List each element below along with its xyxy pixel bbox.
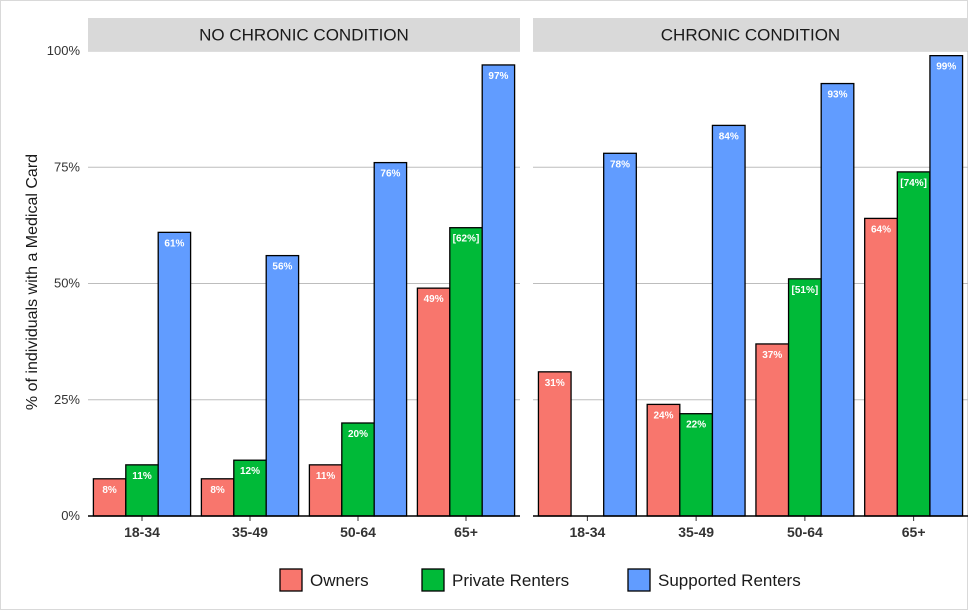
bar-value-label: 99% bbox=[936, 62, 956, 73]
bar-value-label: 20% bbox=[348, 429, 368, 440]
x-tick-label: 50-64 bbox=[340, 524, 376, 540]
bar-owners bbox=[646, 403, 681, 517]
legend-swatch bbox=[627, 568, 651, 592]
bar-value-label: 31% bbox=[545, 378, 565, 389]
bar-private-renters bbox=[679, 413, 714, 517]
bar-value-label: 11% bbox=[132, 471, 152, 482]
x-tick-label: 35-49 bbox=[678, 524, 714, 540]
y-tick-label: 0% bbox=[61, 508, 80, 523]
facet-title: CHRONIC CONDITION bbox=[661, 26, 840, 45]
bar-value-label: 8% bbox=[102, 485, 117, 496]
legend-label: Private Renters bbox=[452, 571, 569, 590]
bar-private-renters bbox=[449, 227, 483, 517]
bar-value-label: 97% bbox=[488, 71, 508, 82]
legend-swatch bbox=[421, 568, 445, 592]
bar-value-label: 64% bbox=[871, 224, 891, 235]
x-tick-label: 65+ bbox=[902, 524, 926, 540]
bar-value-label: 8% bbox=[210, 485, 225, 496]
bar-value-label: 76% bbox=[380, 169, 400, 180]
bar-supported-renters bbox=[481, 64, 516, 517]
bar-supported-renters bbox=[603, 152, 637, 517]
bar-value-label: 22% bbox=[686, 420, 706, 431]
x-tick-label: 50-64 bbox=[787, 524, 823, 540]
bar-supported-renters bbox=[265, 254, 300, 517]
bar-value-label: 56% bbox=[272, 262, 292, 273]
bar-supported-renters bbox=[929, 55, 964, 517]
bar-value-label: 49% bbox=[424, 294, 444, 305]
bar-value-label: [62%] bbox=[453, 234, 480, 245]
bar-private-renters bbox=[896, 171, 931, 517]
bar-value-label: [74%] bbox=[900, 178, 927, 189]
bar-private-renters bbox=[341, 422, 375, 517]
legend-label: Owners bbox=[310, 571, 369, 590]
bar-supported-renters bbox=[711, 124, 746, 517]
y-tick-label: 100% bbox=[47, 43, 81, 58]
bar-value-label: 78% bbox=[610, 159, 630, 170]
legend: Owners Private Renters Supported Renters bbox=[279, 568, 801, 592]
x-tick-label: 35-49 bbox=[232, 524, 268, 540]
bar-value-label: 93% bbox=[827, 90, 847, 101]
bar-supported-renters bbox=[157, 231, 192, 517]
facet-strip bbox=[533, 18, 968, 51]
bar-value-label: 84% bbox=[719, 131, 739, 142]
bar-owners bbox=[416, 287, 451, 517]
bar-supported-renters bbox=[820, 82, 855, 517]
bar-value-label: 12% bbox=[240, 466, 260, 477]
bar-value-label: 11% bbox=[316, 471, 336, 482]
bar-value-label: 61% bbox=[164, 238, 184, 249]
bar-owners bbox=[537, 371, 572, 517]
bar-value-label: 24% bbox=[653, 410, 673, 421]
x-tick-label: 18-34 bbox=[124, 524, 160, 540]
bar-private-renters bbox=[787, 278, 822, 517]
bar-supported-renters bbox=[373, 161, 408, 517]
facet-strip bbox=[88, 18, 520, 51]
bar-owners bbox=[864, 217, 898, 517]
bar-value-label: 37% bbox=[762, 350, 782, 361]
facet-strips: NO CHRONIC CONDITION CHRONIC CONDITION bbox=[88, 18, 968, 51]
y-tick-label: 25% bbox=[54, 392, 80, 407]
bar-value-label: [51%] bbox=[792, 285, 819, 296]
bar-owners bbox=[308, 464, 343, 517]
bar-owners bbox=[92, 478, 127, 517]
y-tick-label: 50% bbox=[54, 276, 80, 291]
y-axis-title: % of individuals with a Medical Card bbox=[24, 154, 41, 410]
y-tick-label: 75% bbox=[54, 159, 80, 174]
legend-swatch bbox=[279, 568, 303, 592]
x-tick-label: 18-34 bbox=[569, 524, 605, 540]
axes: 0% 25% 50% 75% 100% 18-34 35-49 50-64 65+ 18-34 35… bbox=[47, 43, 968, 540]
facet-title: NO CHRONIC CONDITION bbox=[199, 26, 409, 45]
bar-owners bbox=[755, 343, 790, 517]
legend-label: Supported Renters bbox=[658, 571, 801, 590]
x-tick-label: 65+ bbox=[454, 524, 478, 540]
bar-owners bbox=[200, 478, 235, 517]
